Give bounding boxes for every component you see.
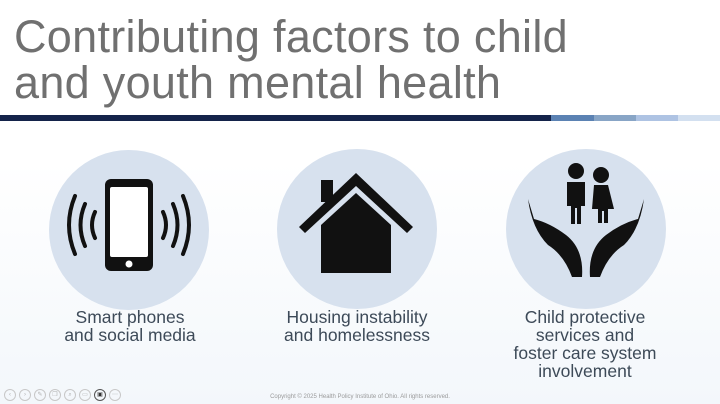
house-icon <box>299 173 413 273</box>
more-icon[interactable]: ⋯ <box>109 389 121 401</box>
item-label-housing: Housing instability and homelessness <box>247 308 467 344</box>
accent-bar-segment <box>551 115 594 121</box>
accent-bar-segment <box>594 115 636 121</box>
copy-icon[interactable]: ❐ <box>49 389 61 401</box>
smartphone-signal-icon <box>67 179 191 271</box>
subtitles-icon[interactable]: ▭ <box>79 389 91 401</box>
hands-holding-children-icon <box>528 163 644 277</box>
accent-bar-segment <box>636 115 678 121</box>
accent-bar-segment <box>0 115 551 121</box>
house-circle <box>277 149 437 309</box>
title-line-2: and youth mental health <box>14 57 502 108</box>
pen-icon[interactable]: ✎ <box>34 389 46 401</box>
accent-bar-segment <box>678 115 720 121</box>
label-line: Housing instability <box>286 307 428 327</box>
item-label-child-protective: Child protective services and foster car… <box>475 308 695 380</box>
previous-icon[interactable]: ‹ <box>4 389 16 401</box>
camera-icon[interactable]: ▣ <box>94 389 106 401</box>
item-label-smartphones: Smart phones and social media <box>20 308 240 344</box>
slide-title: Contributing factors to child and youth … <box>14 14 568 106</box>
child-protective-circle <box>506 149 666 309</box>
label-line: involvement <box>538 361 632 381</box>
smartphone-circle <box>49 150 209 310</box>
next-icon[interactable]: › <box>19 389 31 401</box>
label-line: and homelessness <box>284 325 430 345</box>
label-line: Smart phones <box>75 307 185 327</box>
label-line: and social media <box>64 325 196 345</box>
copyright-footer: Copyright © 2025 Health Policy Institute… <box>270 394 450 400</box>
zoom-icon[interactable]: ⌕ <box>64 389 76 401</box>
presentation-toolbar: ‹ › ✎ ❐ ⌕ ▭ ▣ ⋯ <box>4 389 121 401</box>
label-line: foster care system <box>513 343 657 363</box>
title-line-1: Contributing factors to child <box>14 11 568 62</box>
label-line: services and <box>535 325 635 345</box>
label-line: Child protective <box>524 307 646 327</box>
